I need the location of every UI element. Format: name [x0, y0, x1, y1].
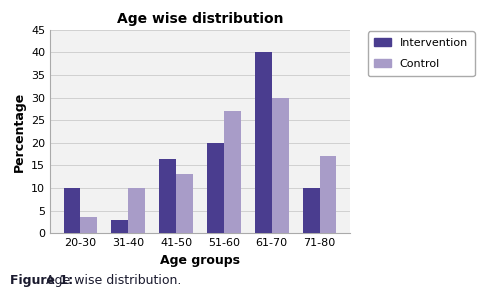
X-axis label: Age groups: Age groups	[160, 254, 240, 267]
Bar	[80, 217, 97, 233]
Bar	[320, 156, 336, 233]
Text: Figure 1:: Figure 1:	[10, 274, 73, 287]
Bar	[160, 159, 176, 233]
Bar	[224, 111, 240, 233]
Bar	[64, 188, 80, 233]
Text: Age wise distribution.: Age wise distribution.	[42, 274, 182, 287]
Legend: Intervention, Control: Intervention, Control	[368, 31, 474, 76]
Bar	[303, 188, 320, 233]
Bar	[272, 98, 288, 233]
Bar	[255, 53, 272, 233]
Bar	[207, 143, 224, 233]
Bar	[176, 175, 193, 233]
Bar	[128, 188, 145, 233]
Bar	[112, 220, 128, 233]
Y-axis label: Percentage: Percentage	[12, 91, 26, 172]
Title: Age wise distribution: Age wise distribution	[117, 12, 283, 26]
